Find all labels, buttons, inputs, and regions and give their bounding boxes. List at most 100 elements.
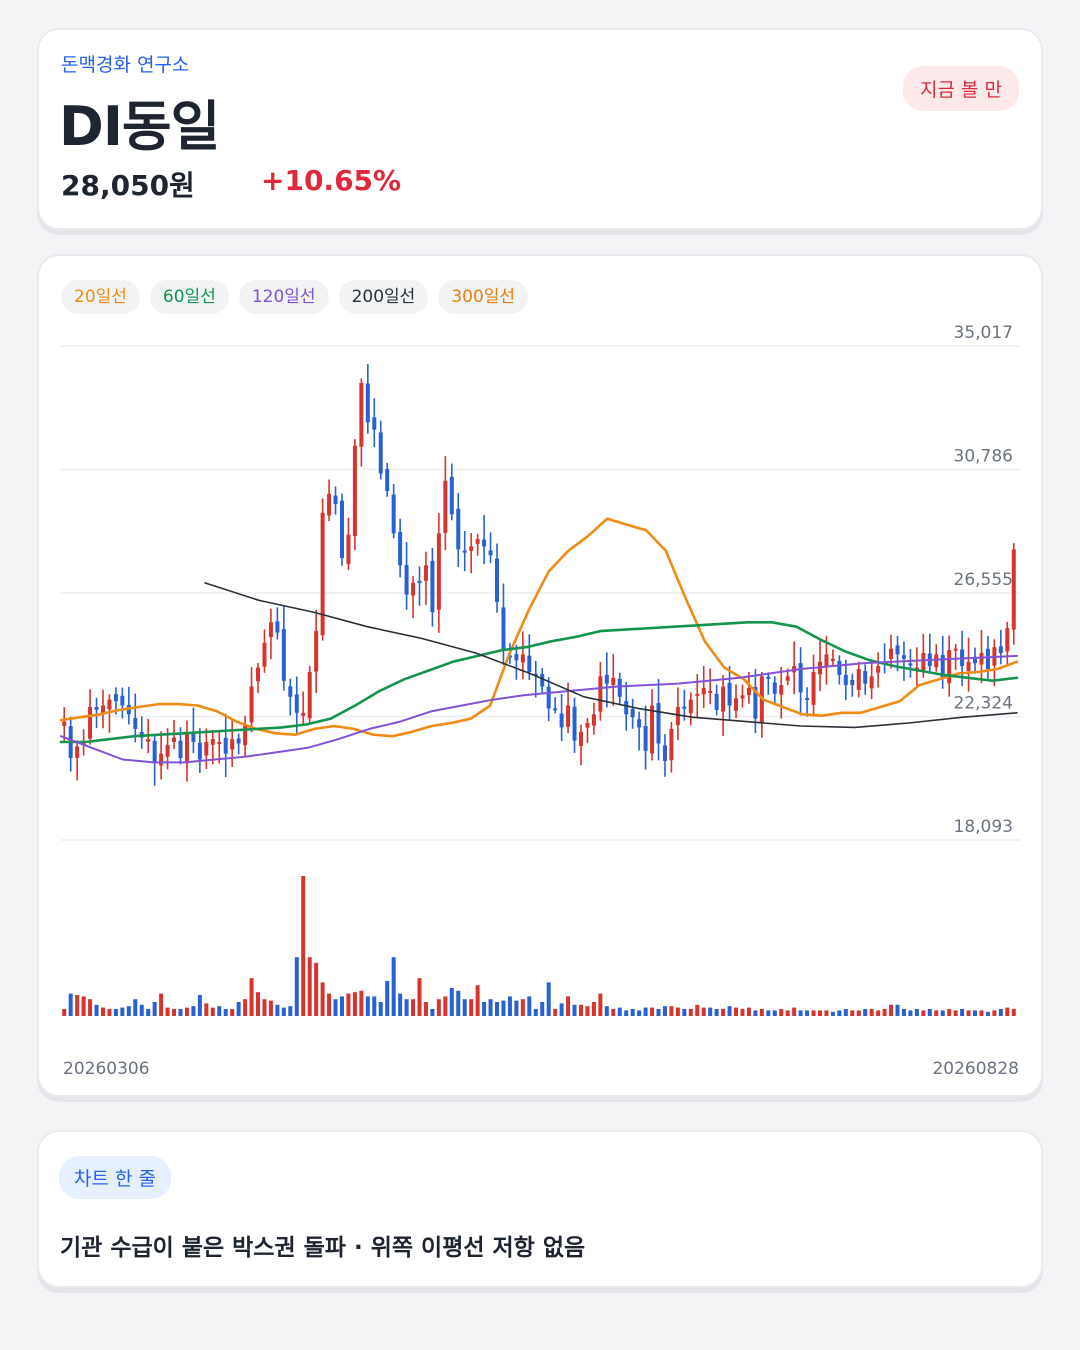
status-badge: 지금 볼 만 (903, 66, 1019, 111)
legend-ma20[interactable]: 20일선 (61, 280, 140, 314)
volume-bar (68, 993, 73, 1016)
candle-body (591, 714, 596, 726)
candle-body (656, 703, 661, 744)
candle-body (785, 676, 790, 681)
volume-bar (236, 1002, 241, 1016)
volume-bar (863, 1009, 868, 1016)
volume-bar (256, 992, 261, 1016)
volume-bar (346, 993, 351, 1016)
volume-bar (798, 1010, 803, 1016)
volume-bar (327, 993, 332, 1016)
legend-ma200[interactable]: 200일선 (338, 280, 429, 314)
volume-bar (643, 1007, 648, 1016)
volume-bar (495, 1002, 500, 1016)
legend-ma120[interactable]: 120일선 (238, 280, 329, 314)
volume-bar (146, 1009, 151, 1016)
volume-bar (1011, 1009, 1016, 1016)
candle-body (772, 682, 777, 694)
candle-body (281, 629, 286, 681)
candle-body (559, 713, 564, 728)
y-tick-label: 22,324 (954, 694, 1013, 714)
volume-bar (998, 1009, 1003, 1016)
candle-body (159, 753, 164, 766)
legend-ma300[interactable]: 300일선 (438, 280, 529, 314)
volume-bar (527, 996, 532, 1016)
candle-body (488, 550, 493, 556)
candle-body (236, 738, 241, 744)
candle-body (120, 695, 125, 706)
candle-body (695, 693, 700, 696)
volume-bar (611, 1009, 616, 1016)
candle-body (869, 676, 874, 689)
volume-bar (650, 1007, 655, 1016)
candle-body (385, 469, 390, 491)
candle-body (152, 740, 157, 763)
volume-bar (785, 1010, 790, 1016)
volume-bar (320, 982, 325, 1016)
volume-bar (637, 1010, 642, 1016)
volume-bar (572, 1004, 577, 1016)
candle-body (411, 582, 416, 596)
y-tick-label: 18,093 (954, 817, 1013, 837)
volume-bar (475, 985, 480, 1016)
volume-bar (553, 1009, 558, 1016)
volume-bar (546, 982, 551, 1016)
volume-bar (960, 1009, 965, 1016)
stock-price: 28,050원 (61, 169, 195, 202)
candle-body (998, 646, 1003, 653)
candle-body (966, 661, 971, 671)
candle-body (650, 705, 655, 754)
candle-body (921, 652, 926, 672)
volume-bar (268, 1000, 273, 1016)
volume-bar (927, 1009, 932, 1016)
ma-legend: 20일선 60일선 120일선 200일선 300일선 (61, 280, 529, 314)
candle-body (294, 694, 299, 713)
volume-bar (217, 1006, 222, 1016)
summary-tag: 차트 한 줄 (59, 1156, 171, 1199)
candle-body (889, 648, 894, 659)
candle-body (947, 650, 952, 684)
chart-card: 35,017 30,786 26,555 22,324 18,093 20260306 20… (37, 254, 1043, 1097)
summary-card: 차트 한 줄 기관 수급이 붙은 박스권 돌파 · 위쪽 이평선 저항 없음 (37, 1130, 1043, 1288)
volume-bar (746, 1007, 751, 1016)
candle-body (372, 417, 377, 430)
volume-bar (449, 988, 454, 1016)
volume-bar (662, 1006, 667, 1016)
ma120-line (60, 654, 1018, 764)
candle-body (843, 674, 848, 686)
legend-ma60[interactable]: 60일선 (149, 280, 229, 314)
candle-body (449, 476, 454, 515)
candle-body (210, 739, 215, 745)
candle-body (133, 718, 138, 729)
candle-body (204, 742, 209, 756)
volume-bar (378, 1002, 383, 1016)
volume-bar (921, 1010, 926, 1016)
y-tick-label: 26,555 (954, 570, 1013, 590)
volume-bar (630, 1009, 635, 1016)
candle-body (469, 546, 474, 551)
volume-bar (94, 1004, 99, 1016)
volume-bar (772, 1010, 777, 1016)
volume-bar (591, 1002, 596, 1016)
ma60-line (59, 620, 1019, 744)
volume-bar (488, 999, 493, 1016)
volume-bar (469, 999, 474, 1016)
y-tick-label: 30,786 (954, 447, 1013, 467)
candle-body (365, 383, 370, 423)
volume-bar (882, 1009, 887, 1016)
volume-bar (423, 1002, 428, 1016)
candle-body (721, 686, 726, 712)
volume-bar (210, 1007, 215, 1016)
volume-bar (62, 1009, 67, 1016)
volume-bar (223, 1009, 228, 1016)
volume-bar (533, 1009, 538, 1016)
volume-bar (578, 1004, 583, 1016)
candle-body (701, 688, 706, 695)
x-end-label: 20260828 (932, 1059, 1019, 1079)
candle-body (339, 500, 344, 559)
volume-bar (953, 1010, 958, 1016)
volume-bar (501, 1000, 506, 1016)
candle-body (1005, 628, 1010, 652)
candle-body (572, 706, 577, 741)
volume-bar (843, 1009, 848, 1016)
